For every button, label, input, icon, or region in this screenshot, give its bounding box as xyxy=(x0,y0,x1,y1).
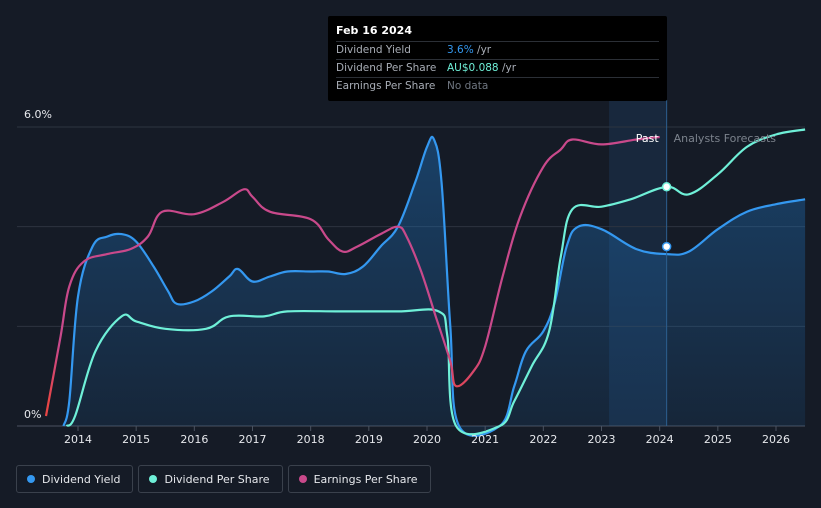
x-tick-label: 2014 xyxy=(64,433,92,446)
x-tick-label: 2022 xyxy=(529,433,557,446)
y-axis-max-label: 6.0% xyxy=(24,108,52,121)
x-tick-label: 2021 xyxy=(471,433,499,446)
x-tick-label: 2018 xyxy=(297,433,325,446)
marker-dividend-per-share xyxy=(661,182,672,192)
legend-dot-icon xyxy=(27,475,35,483)
legend-item-dividend-yield[interactable]: Dividend Yield xyxy=(16,465,134,493)
tooltip-date: Feb 16 2024 xyxy=(336,23,659,42)
tooltip-value: 3.6% /yr xyxy=(447,44,492,56)
legend-label: Dividend Yield xyxy=(42,472,121,486)
x-tick-label: 2026 xyxy=(762,433,790,446)
legend-item-dividend-per-share[interactable]: Dividend Per Share xyxy=(138,465,283,493)
tooltip-label: Earnings Per Share xyxy=(336,80,436,92)
tooltip-label: Dividend Per Share xyxy=(336,62,437,74)
tooltip: Feb 16 2024 Dividend Yield 3.6% /yr Divi… xyxy=(328,16,667,101)
legend-label: Earnings Per Share xyxy=(313,472,418,486)
x-tick-label: 2016 xyxy=(180,433,208,446)
tooltip-row-dividend-yield: Dividend Yield 3.6% /yr xyxy=(336,42,659,60)
x-tick-label: 2017 xyxy=(239,433,267,446)
y-axis-min-label: 0% xyxy=(24,408,41,421)
legend: Dividend Yield Dividend Per Share Earnin… xyxy=(16,465,431,493)
tooltip-row-dividend-per-share: Dividend Per Share AU$0.088 /yr xyxy=(336,60,659,78)
earnings-per-share-line xyxy=(44,135,660,417)
forecast-label: Analysts Forecasts xyxy=(674,132,777,145)
dividend-yield-line xyxy=(62,135,806,437)
x-tick-label: 2020 xyxy=(413,433,441,446)
legend-item-earnings-per-share[interactable]: Earnings Per Share xyxy=(287,465,431,493)
past-label: Past xyxy=(636,132,660,145)
marker-dividend-yield xyxy=(661,241,672,252)
x-tick-label: 2015 xyxy=(122,433,150,446)
legend-label: Dividend Per Share xyxy=(164,472,270,486)
x-tick-label: 2019 xyxy=(355,433,383,446)
tooltip-label: Dividend Yield xyxy=(336,44,411,56)
tooltip-row-earnings-per-share: Earnings Per Share No data xyxy=(336,78,659,95)
x-tick-label: 2025 xyxy=(704,433,732,446)
tooltip-value: No data xyxy=(447,80,489,92)
legend-dot-icon xyxy=(149,475,158,483)
legend-dot-icon xyxy=(298,475,307,483)
x-tick-label: 2024 xyxy=(646,433,674,446)
dividend-per-share-line xyxy=(65,128,806,436)
dividend-yield-area xyxy=(63,136,806,436)
x-tick-label: 2023 xyxy=(588,433,616,446)
tooltip-value: AU$0.088 /yr xyxy=(447,62,517,74)
